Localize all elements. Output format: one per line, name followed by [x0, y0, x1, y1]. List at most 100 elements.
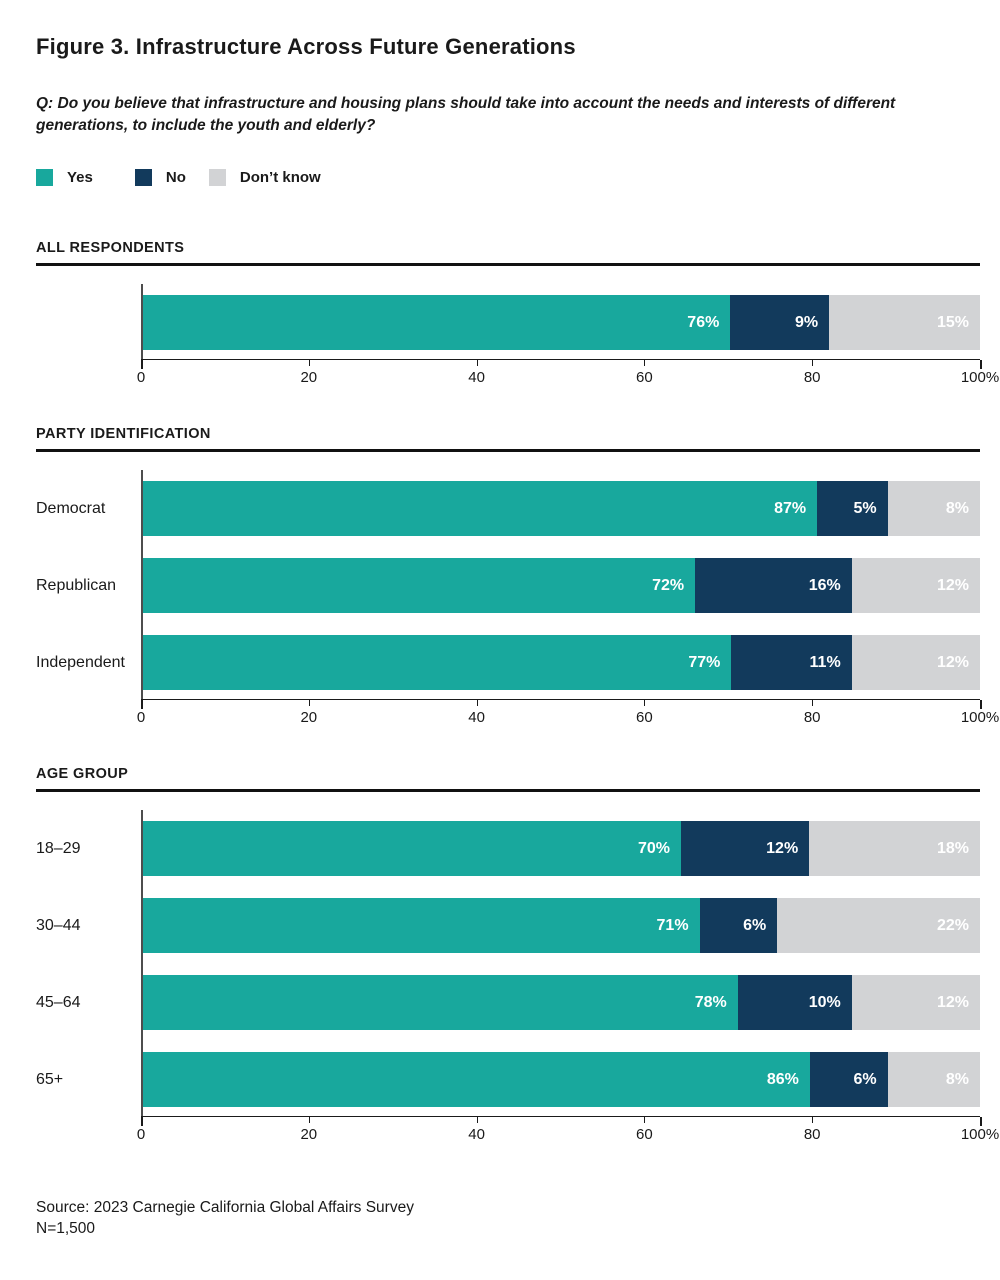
- x-tick: [644, 1117, 646, 1123]
- bar-segment-don-t-know: 8%: [887, 1052, 980, 1107]
- bar-segment-no: 11%: [731, 635, 852, 690]
- x-tick: [644, 360, 646, 366]
- legend-label: Yes: [67, 168, 93, 186]
- x-tick: [476, 360, 478, 366]
- bar-value-label: 76%: [687, 313, 720, 331]
- stacked-bar: 76% 9% 15%: [141, 295, 980, 350]
- x-tick: [980, 700, 982, 709]
- source-line: Source: 2023 Carnegie California Global …: [36, 1199, 414, 1216]
- legend-swatch-yes: [36, 168, 53, 186]
- bar-value-label: 12%: [936, 653, 969, 671]
- bar-value-label: 6%: [743, 916, 767, 934]
- bar-segment-yes: 72%: [141, 558, 696, 613]
- chart-rows: Democrat 87% 5% 8% Republican 72% 16% 12% Indepe…: [36, 470, 980, 708]
- bar-value-label: 12%: [936, 993, 969, 1011]
- x-tick-label: 60: [636, 709, 653, 726]
- stacked-bar: 70% 12% 18%: [141, 821, 980, 876]
- bar-segment-don-t-know: 8%: [887, 481, 980, 536]
- stacked-bar: 71% 6% 22%: [141, 898, 980, 953]
- survey-question-line1: Q: Do you believe that infrastructure an…: [36, 95, 896, 112]
- chart-rows: 76% 9% 15%: [36, 284, 980, 368]
- chart-party-identification: Democrat 87% 5% 8% Republican 72% 16% 12% Indepe…: [36, 452, 999, 732]
- x-tick-label: 80: [803, 369, 821, 386]
- section-all-respondents: ALL RESPONDENTS 76% 9% 15% 0 20 40 60 80 100%: [36, 240, 999, 392]
- bar-value-label: 22%: [936, 916, 969, 934]
- bar-segment-no: 12%: [680, 821, 810, 876]
- bar-segment-no: 6%: [699, 898, 778, 953]
- stacked-bar: 72% 16% 12%: [141, 558, 980, 613]
- bar-segment-no: 16%: [695, 558, 852, 613]
- bar-segment-no: 6%: [809, 1052, 888, 1107]
- x-tick-label: 80: [803, 709, 821, 726]
- bar-segment-don-t-know: 15%: [829, 295, 980, 350]
- section-party-identification: PARTY IDENTIFICATION Democrat 87% 5% 8% Repub…: [36, 426, 999, 732]
- figure-title: Figure 3. Infrastructure Across Future G…: [36, 34, 576, 59]
- legend-label: Don’t know: [239, 168, 321, 186]
- x-tick-label: 80: [803, 1126, 821, 1143]
- bar-value-label: 6%: [853, 1070, 877, 1088]
- legend-swatch-dont_know: [208, 168, 226, 186]
- bar-value-label: 86%: [766, 1070, 799, 1088]
- x-tick: [141, 1117, 143, 1126]
- x-tick: [980, 1117, 982, 1126]
- x-tick-label: 40: [468, 1126, 485, 1143]
- x-tick-label: 20: [300, 1126, 318, 1143]
- bar-value-label: 8%: [945, 499, 969, 517]
- x-axis: 0 20 40 60 80 100%: [137, 1116, 999, 1149]
- bar-value-label: 11%: [809, 653, 841, 671]
- x-axis: 0 20 40 60 80 100%: [137, 359, 999, 392]
- section-heading: ALL RESPONDENTS: [36, 240, 980, 266]
- x-tick: [812, 700, 814, 706]
- bar-value-label: 71%: [656, 916, 689, 934]
- x-tick-label: 0: [136, 709, 146, 726]
- x-tick-label: 40: [468, 369, 485, 386]
- bar-segment-don-t-know: 12%: [851, 558, 980, 613]
- bar-value-label: 70%: [637, 839, 670, 857]
- x-tick-label: 60: [636, 369, 653, 386]
- bar-segment-yes: 77%: [141, 635, 732, 690]
- x-tick: [308, 700, 310, 706]
- x-tick: [476, 1117, 478, 1123]
- section-heading: AGE GROUP: [36, 766, 980, 792]
- x-tick: [308, 1117, 310, 1123]
- chart-row: 18–29 70% 12% 18%: [36, 821, 980, 876]
- row-label: Independent: [36, 653, 125, 671]
- legend-swatch-no: [134, 168, 152, 186]
- x-tick: [308, 360, 310, 366]
- charts-area: ALL RESPONDENTS 76% 9% 15% 0 20 40 60 80 100% PART…: [36, 240, 999, 1149]
- bar-value-label: 15%: [936, 313, 969, 331]
- section-heading: PARTY IDENTIFICATION: [36, 426, 980, 452]
- row-label: 45–64: [36, 993, 81, 1011]
- bar-value-label: 8%: [945, 1070, 969, 1088]
- bar-segment-yes: 78%: [141, 975, 738, 1030]
- legend-item-yes: Yes: [36, 168, 93, 186]
- x-tick: [812, 360, 814, 366]
- bar-segment-don-t-know: 12%: [851, 975, 980, 1030]
- stacked-bar: 77% 11% 12%: [141, 635, 980, 690]
- legend: Yes No Don’t know: [36, 168, 980, 186]
- chart-row: 45–64 78% 10% 12%: [36, 975, 980, 1030]
- x-tick-label: 20: [300, 709, 318, 726]
- bar-segment-don-t-know: 18%: [809, 821, 980, 876]
- x-tick-label: 100%: [960, 1126, 1000, 1143]
- y-axis-line: [141, 284, 143, 368]
- chart-row: 65+ 86% 6% 8%: [36, 1052, 980, 1107]
- survey-question-line2: generations, to include the youth and el…: [36, 117, 376, 134]
- source-note: Source: 2023 Carnegie California Global …: [36, 1197, 980, 1239]
- bar-segment-no: 5%: [817, 481, 888, 536]
- figure-container: Figure 3. Infrastructure Across Future G…: [0, 33, 1000, 1239]
- bar-value-label: 12%: [766, 839, 799, 857]
- bar-segment-don-t-know: 12%: [851, 635, 980, 690]
- survey-question: Q: Do you believe that infrastructure an…: [36, 93, 980, 137]
- bar-value-label: 16%: [808, 576, 841, 594]
- bar-segment-no: 10%: [737, 975, 852, 1030]
- row-label: 30–44: [36, 916, 81, 934]
- legend-item-don-t-know: Don’t know: [208, 168, 321, 186]
- x-axis: 0 20 40 60 80 100%: [137, 699, 999, 732]
- bar-value-label: 87%: [774, 499, 807, 517]
- x-tick-label: 100%: [960, 369, 1000, 386]
- x-tick-label: 60: [636, 1126, 653, 1143]
- x-tick: [644, 700, 646, 706]
- chart-all-respondents: 76% 9% 15% 0 20 40 60 80 100%: [36, 266, 999, 392]
- bar-value-label: 18%: [936, 839, 969, 857]
